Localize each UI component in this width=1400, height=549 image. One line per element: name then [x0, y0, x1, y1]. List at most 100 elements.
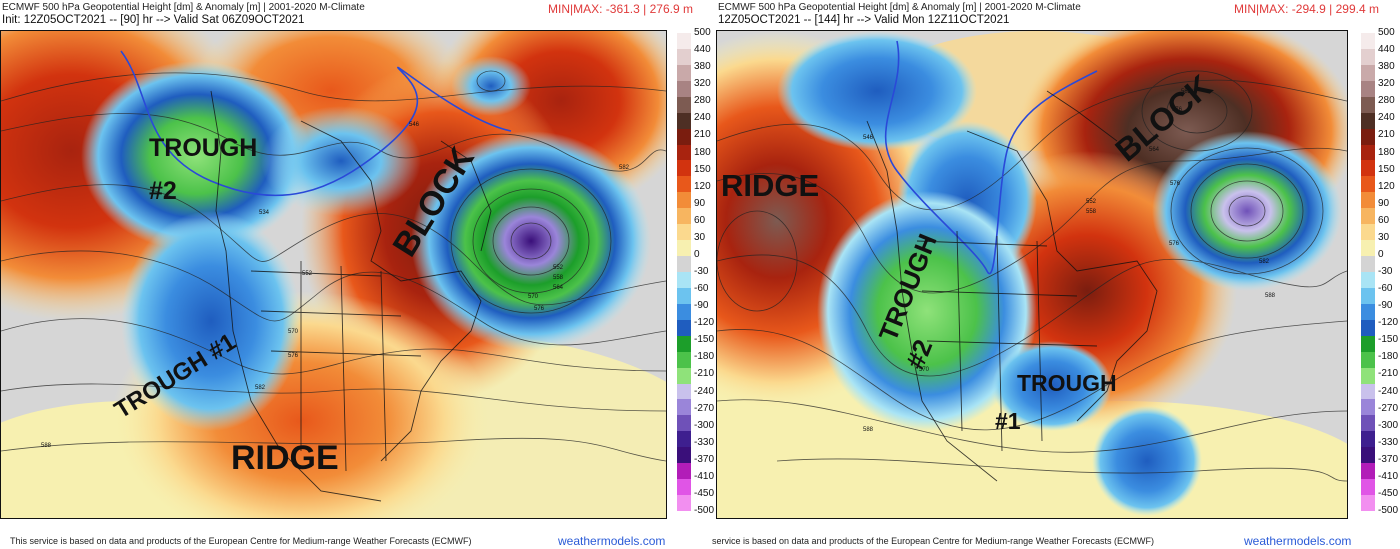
colorbar-swatch	[677, 319, 691, 337]
colorbar-tick-label: -210	[1378, 368, 1399, 380]
left-map-subtitle: Init: 12Z05OCT2021 -- [90] hr --> Valid …	[2, 14, 305, 26]
left-credit-link[interactable]: weathermodels.com	[558, 534, 666, 548]
colorbar-swatch	[1361, 479, 1375, 496]
colorbar-tick-label: -180	[694, 351, 715, 363]
colorbar-swatch	[1361, 495, 1375, 512]
contour-label: 552	[302, 271, 313, 277]
contour-label: 552	[1086, 199, 1097, 205]
colorbar-swatch	[677, 176, 691, 193]
colorbar-tick-label: -270	[1378, 402, 1399, 414]
contour-label: 564	[1149, 147, 1160, 153]
colorbar-swatch	[1361, 80, 1375, 98]
right-colorbar: 500 440 380 320 280 240 210 180 150 120 90 60 30 0 -30…	[1361, 27, 1398, 516]
colorbar-swatch	[677, 192, 691, 209]
colorbar-swatch	[677, 399, 691, 416]
colorbar-swatch	[1361, 224, 1375, 241]
colorbar-tick-label: -300	[694, 419, 715, 431]
colorbar-tick-label: 320	[1378, 78, 1395, 90]
contour-label: 576	[1169, 241, 1180, 247]
colorbar-swatch	[1361, 144, 1375, 161]
colorbar-swatch	[1361, 33, 1375, 50]
colorbar-swatch	[1361, 176, 1375, 193]
colorbar-tick-label: -450	[694, 487, 715, 499]
colorbar-tick-label: 150	[1378, 163, 1395, 175]
contour-label: 570	[919, 367, 930, 373]
left-minmax: MIN|MAX: -361.3 | 276.9 m	[548, 2, 693, 16]
colorbar-tick-label: 0	[1378, 248, 1384, 260]
contour-label: 534	[259, 210, 270, 216]
colorbar-swatch	[677, 383, 691, 400]
colorbar-tick-label: 500	[694, 27, 711, 38]
contour-label: 570	[528, 294, 539, 300]
colorbar-tick-label: -90	[694, 300, 709, 312]
colorbar-swatch	[677, 208, 691, 225]
colorbar-swatch	[1361, 335, 1375, 353]
left-ridge-label: RIDGE	[231, 439, 339, 477]
colorbar-tick-label: 210	[1378, 129, 1395, 141]
colorbar-tick-label: 180	[694, 146, 711, 158]
contour-label: 576	[534, 306, 545, 312]
right-map-title: ECMWF 500 hPa Geopotential Height [dm] &…	[718, 2, 1081, 13]
colorbar-tick-label: -300	[1378, 419, 1399, 431]
right-footer-text: service is based on data and products of…	[712, 536, 1155, 546]
right-forecast-panel: ECMWF 500 hPa Geopotential Height [dm] &…	[712, 0, 1400, 549]
colorbar-swatch	[677, 160, 691, 177]
colorbar-swatch	[677, 351, 691, 369]
colorbar-tick-label: 280	[1378, 95, 1395, 107]
contour-label: 576	[1170, 181, 1181, 187]
colorbar-tick-label: -330	[1378, 436, 1399, 448]
colorbar-tick-label: 240	[694, 112, 711, 124]
colorbar-swatch	[677, 287, 691, 305]
colorbar-swatch	[677, 48, 691, 66]
colorbar-tick-label: 30	[694, 231, 706, 243]
colorbar-swatch	[677, 367, 691, 385]
contour-label: 588	[1265, 293, 1276, 299]
colorbar-swatch	[677, 112, 691, 130]
colorbar-swatch	[677, 224, 691, 241]
colorbar-tick-label: 60	[694, 214, 706, 226]
contour-label: 564	[553, 285, 564, 291]
colorbar-swatch	[677, 447, 691, 464]
colorbar-tick-label: -450	[1378, 487, 1399, 499]
colorbar-tick-label: -30	[1378, 266, 1393, 277]
left-trough2-number: #2	[149, 177, 177, 205]
colorbar-tick-label: -120	[694, 317, 715, 329]
colorbar-tick-label: 180	[1378, 146, 1395, 158]
contour-label: 582	[1259, 259, 1270, 265]
colorbar-tick-label: 380	[1378, 61, 1395, 73]
contour-label: 558	[1086, 209, 1097, 215]
contour-label: 582	[1181, 89, 1192, 95]
right-credit-link[interactable]: weathermodels.com	[1244, 534, 1352, 548]
colorbar-tick-label: 240	[1378, 112, 1395, 124]
colorbar-tick-label: 500	[1378, 27, 1395, 38]
colorbar-swatch	[1361, 96, 1375, 114]
colorbar-swatch	[1361, 160, 1375, 177]
colorbar-swatch	[677, 479, 691, 496]
colorbar-tick-label: 90	[694, 197, 706, 209]
colorbar-swatch	[1361, 192, 1375, 209]
colorbar-swatch	[677, 495, 691, 512]
colorbar-swatch	[677, 303, 691, 321]
colorbar-tick-label: -60	[694, 283, 709, 295]
colorbar-tick-label: 90	[1378, 197, 1390, 209]
right-minmax: MIN|MAX: -294.9 | 299.4 m	[1234, 2, 1379, 16]
left-colorbar: 500 440 380 320 280 240 210 180 150 120 90 60 30 0 -30…	[677, 27, 714, 516]
contour-label: 576	[1172, 107, 1183, 113]
colorbar-swatch	[1361, 256, 1375, 273]
colorbar-swatch	[1361, 399, 1375, 416]
colorbar-tick-label: 280	[694, 95, 711, 107]
contour-label: 570	[288, 329, 299, 335]
colorbar-swatch	[677, 80, 691, 98]
colorbar-tick-label: -330	[694, 436, 715, 448]
colorbar-tick-label: -150	[694, 334, 715, 346]
colorbar-tick-label: 30	[1378, 231, 1390, 243]
colorbar-tick-label: 120	[694, 180, 711, 192]
colorbar-tick-label: -210	[694, 368, 715, 380]
colorbar-swatch	[677, 256, 691, 273]
colorbar-tick-label: -60	[1378, 283, 1393, 295]
right-anomaly-map: RIDGE TROUGH #2 BLOCK TROUGH #1 546 570 …	[716, 30, 1348, 519]
left-map-title: ECMWF 500 hPa Geopotential Height [dm] &…	[2, 2, 365, 13]
contour-label: 582	[255, 385, 266, 391]
colorbar-swatch	[677, 128, 691, 146]
colorbar-tick-label: 60	[1378, 214, 1390, 226]
